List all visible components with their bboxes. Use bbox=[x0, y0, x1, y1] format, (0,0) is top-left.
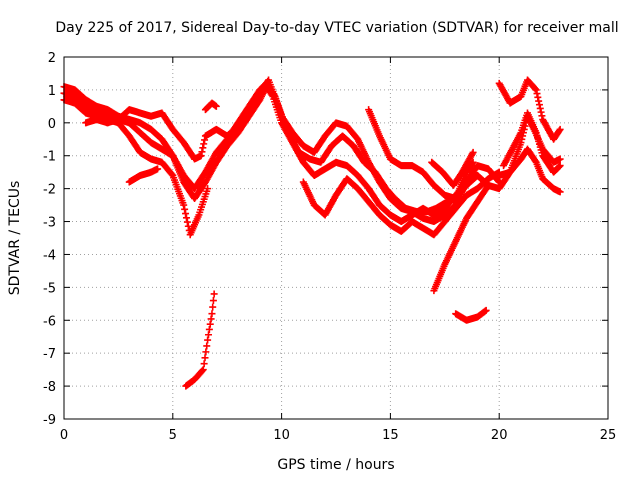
y-tick-label: -8 bbox=[43, 380, 56, 395]
y-axis-label: SDTVAR / TECUs bbox=[7, 181, 23, 296]
data-point bbox=[536, 104, 544, 112]
data-point bbox=[556, 155, 564, 163]
x-tick-label: 25 bbox=[600, 428, 617, 443]
data-point bbox=[473, 171, 481, 179]
data-point bbox=[212, 102, 220, 110]
chart-title: Day 225 of 2017, Sidereal Day-to-day VTE… bbox=[55, 20, 618, 36]
data-point bbox=[198, 367, 206, 375]
x-tick-label: 20 bbox=[491, 428, 508, 443]
series-track-f bbox=[201, 99, 220, 114]
series-track-e bbox=[82, 76, 477, 216]
data-point bbox=[556, 125, 564, 133]
data-point bbox=[207, 315, 215, 323]
series-track-k bbox=[182, 290, 218, 390]
plot-frame bbox=[63, 56, 609, 420]
series-track-i bbox=[428, 148, 477, 189]
data-point bbox=[532, 86, 540, 94]
series-track-l bbox=[452, 306, 490, 324]
data-point bbox=[204, 331, 212, 339]
data-point bbox=[201, 354, 209, 362]
data-point bbox=[205, 325, 213, 333]
y-tick-label: -6 bbox=[43, 314, 56, 329]
y-tick-label: -1 bbox=[43, 150, 56, 165]
data-point bbox=[469, 148, 477, 156]
data-point bbox=[468, 150, 476, 158]
x-axis-label: GPS time / hours bbox=[277, 457, 394, 473]
series-track-n bbox=[500, 109, 564, 176]
data-point bbox=[555, 162, 563, 170]
series-track-d bbox=[125, 165, 162, 186]
data-point bbox=[495, 178, 503, 186]
data-point bbox=[482, 306, 490, 314]
y-tick-label: -3 bbox=[43, 216, 56, 231]
series-track-g bbox=[299, 168, 503, 239]
data-point bbox=[200, 360, 208, 368]
x-tick-label: 5 bbox=[169, 428, 177, 443]
data-point bbox=[204, 185, 212, 193]
series-track-b bbox=[60, 79, 503, 226]
data-point bbox=[535, 97, 543, 105]
data-point bbox=[535, 101, 543, 109]
y-tick-label: -7 bbox=[43, 347, 56, 362]
y-tick-label: -5 bbox=[43, 281, 56, 296]
data-point bbox=[204, 336, 212, 344]
data-point bbox=[556, 188, 564, 196]
data-point bbox=[208, 310, 216, 318]
y-tick-label: 0 bbox=[48, 117, 56, 132]
series-track-c bbox=[60, 96, 212, 239]
data-point bbox=[200, 140, 208, 148]
data-point bbox=[202, 348, 210, 356]
y-tick-label: -2 bbox=[43, 183, 56, 198]
data-point bbox=[537, 108, 545, 116]
series-track-h bbox=[365, 106, 481, 203]
data-point bbox=[494, 177, 502, 185]
y-tick-label: -9 bbox=[43, 413, 56, 428]
data-point bbox=[531, 85, 539, 93]
data-point bbox=[180, 201, 188, 209]
series-track-o bbox=[495, 145, 564, 196]
data-point bbox=[538, 112, 546, 120]
data-point bbox=[556, 162, 564, 170]
data-point bbox=[206, 320, 214, 328]
data-point bbox=[197, 152, 205, 160]
y-tick-label: 1 bbox=[48, 84, 56, 99]
data-point bbox=[198, 148, 206, 156]
data-point bbox=[154, 165, 162, 173]
data-point bbox=[182, 210, 190, 218]
data-point bbox=[533, 90, 541, 98]
data-point bbox=[199, 366, 207, 374]
data-point bbox=[199, 144, 207, 152]
y-tick-label: 2 bbox=[48, 51, 56, 66]
data-point bbox=[209, 303, 217, 311]
data-points bbox=[60, 76, 564, 390]
y-tick-label: -4 bbox=[43, 248, 56, 263]
series-track-j bbox=[430, 181, 492, 295]
data-point bbox=[201, 136, 209, 144]
data-point bbox=[209, 297, 217, 305]
series-track-m bbox=[495, 76, 564, 143]
data-point bbox=[555, 127, 563, 135]
data-point bbox=[534, 93, 542, 101]
data-point bbox=[484, 181, 492, 189]
data-point bbox=[183, 218, 191, 226]
data-point bbox=[203, 342, 211, 350]
data-point bbox=[483, 183, 491, 191]
x-tick-label: 15 bbox=[382, 428, 399, 443]
data-point bbox=[181, 205, 189, 213]
x-tick-label: 10 bbox=[273, 428, 290, 443]
x-tick-label: 0 bbox=[60, 428, 68, 443]
data-point bbox=[210, 290, 218, 298]
data-point bbox=[182, 214, 190, 222]
